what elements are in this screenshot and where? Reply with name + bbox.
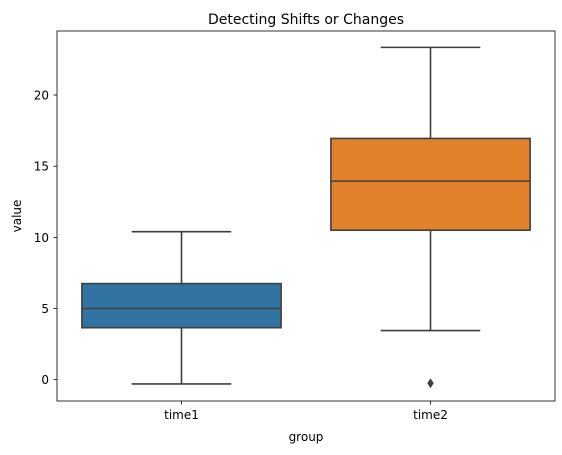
box-time1 (81, 230, 282, 385)
chart-title: Detecting Shifts or Changes (208, 12, 404, 28)
x-axis-label: group (289, 430, 324, 444)
x-tick-label: time2 (413, 408, 448, 422)
y-tick-label: 5 (41, 302, 49, 316)
y-tick-label: 15 (34, 160, 49, 174)
x-axis: time1 time2 (164, 401, 448, 422)
box-time2 (330, 46, 531, 389)
plot-frame (56, 30, 556, 402)
iqr-box (330, 137, 531, 232)
plot-area (81, 46, 531, 389)
y-tick-label: 10 (34, 231, 49, 245)
outlier-point (427, 378, 434, 389)
x-tick-label: time1 (164, 408, 199, 422)
y-axis: 0 5 10 15 20 (34, 89, 57, 387)
y-axis-label: value (10, 200, 24, 233)
y-tick-label: 0 (41, 373, 49, 387)
iqr-box (81, 282, 282, 329)
y-tick-label: 20 (34, 89, 49, 103)
